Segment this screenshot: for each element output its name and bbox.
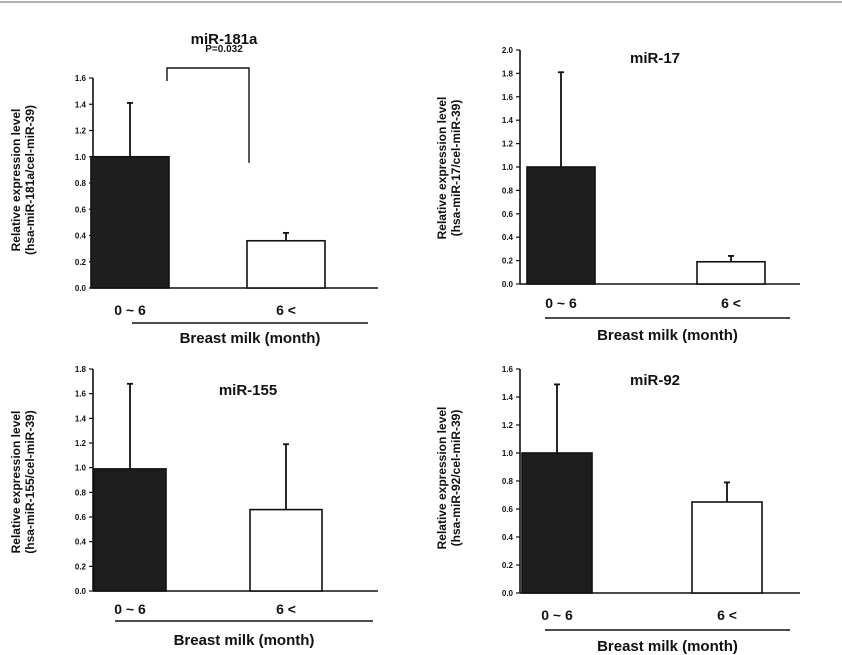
y-tick-label: 0.2 — [502, 257, 514, 266]
x-tick-label: 6 < — [276, 302, 296, 318]
bar-early — [522, 453, 592, 593]
y-tick-label: 1.8 — [502, 69, 514, 78]
y-tick-label: 0.2 — [75, 562, 87, 571]
y-tick-label: 1.4 — [75, 414, 87, 423]
y-tick-label: 0.2 — [75, 258, 87, 267]
y-tick-label: 0.8 — [75, 179, 87, 188]
y-tick-label: 1.2 — [75, 439, 87, 448]
chart-title: miR-17 — [630, 50, 680, 67]
x-tick-label: 6 < — [721, 295, 741, 311]
y-axis-label: Relative expression level(hsa-miR-17/cel… — [435, 97, 463, 240]
y-axis-label: Relative expression level(hsa-miR-155/ce… — [9, 410, 37, 553]
y-tick-label: 0.6 — [502, 505, 514, 514]
chart-2: miR-17 0.0 0.2 0.4 0.6 0.8 1.0 1.2 1.4 1.6 1.8 2.0 R… — [435, 46, 800, 344]
y-tick-label: 0.8 — [502, 477, 514, 486]
y-tick-label: 0.8 — [502, 186, 514, 195]
y-tick-label: 1.6 — [75, 390, 87, 399]
y-axis-label: Relative expression level(hsa-miR-181a/c… — [9, 105, 37, 255]
y-tick-label: 0.6 — [75, 513, 87, 522]
y-tick-label: 1.0 — [502, 449, 514, 458]
bar-late — [250, 510, 322, 591]
y-axis-label: Relative expression level(hsa-miR-92/cel… — [435, 407, 463, 550]
chart-title: miR-155 — [219, 382, 277, 399]
y-tick-label: 0.0 — [75, 284, 87, 293]
y-tick-label: 0.0 — [502, 280, 514, 289]
y-tick-label: 1.6 — [502, 93, 514, 102]
y-tick-label: 1.0 — [75, 464, 87, 473]
y-tick-label: 2.0 — [502, 46, 514, 55]
x-tick-label: 6 < — [717, 607, 737, 623]
y-tick-label: 1.0 — [75, 153, 87, 162]
x-axis-label: Breast milk (month) — [597, 327, 738, 344]
chart-3: miR-155 0.0 0.2 0.4 0.6 0.8 1.0 1.2 1.4 1.6 1.8 Rel… — [9, 365, 378, 649]
bar-early — [527, 167, 595, 284]
x-axis-label: Breast milk (month) — [174, 632, 315, 649]
y-tick-label: 0.4 — [502, 233, 514, 242]
bar-early — [94, 469, 166, 591]
y-tick-label: 1.0 — [502, 163, 514, 172]
y-tick-label: 0.4 — [75, 232, 87, 241]
y-tick-label: 1.2 — [502, 140, 514, 149]
chart-4: miR-92 0.0 0.2 0.4 0.6 0.8 1.0 1.2 1.4 1.6 Relativ… — [435, 365, 800, 655]
x-axis-label: Breast milk (month) — [597, 638, 738, 655]
significance-bracket — [167, 68, 249, 163]
y-tick-label: 1.4 — [502, 116, 514, 125]
y-tick-label: 1.4 — [502, 393, 514, 402]
y-tick-label: 1.2 — [75, 127, 87, 136]
x-axis-label: Breast milk (month) — [180, 330, 321, 347]
y-tick-label: 1.2 — [502, 421, 514, 430]
bar-early — [91, 157, 169, 288]
y-tick-label: 0.0 — [75, 587, 87, 596]
chart-title: miR-92 — [630, 372, 680, 389]
y-tick-label: 1.4 — [75, 100, 87, 109]
chart-1: miR-181a0.00.20.40.60.81.01.21.41.6Relat… — [9, 31, 378, 347]
x-tick-label: 0 ~ 6 — [541, 607, 573, 623]
y-tick-label: 1.6 — [75, 74, 87, 83]
y-tick-label: 1.6 — [502, 365, 514, 374]
y-tick-label: 0.4 — [75, 538, 87, 547]
y-tick-label: 0.6 — [502, 210, 514, 219]
x-tick-label: 0 ~ 6 — [114, 601, 146, 617]
bar-late — [247, 241, 325, 288]
x-tick-label: 0 ~ 6 — [545, 295, 577, 311]
p-value-label: P=0.032 — [205, 44, 243, 55]
y-tick-label: 0.4 — [502, 533, 514, 542]
y-tick-label: 0.6 — [75, 205, 87, 214]
y-tick-label: 0.2 — [502, 561, 514, 570]
x-tick-label: 6 < — [276, 601, 296, 617]
bar-late — [697, 262, 765, 284]
x-tick-label: 0 ~ 6 — [114, 302, 146, 318]
y-tick-label: 1.8 — [75, 365, 87, 374]
bar-late — [692, 502, 762, 593]
y-tick-label: 0.0 — [502, 589, 514, 598]
y-tick-label: 0.8 — [75, 488, 87, 497]
